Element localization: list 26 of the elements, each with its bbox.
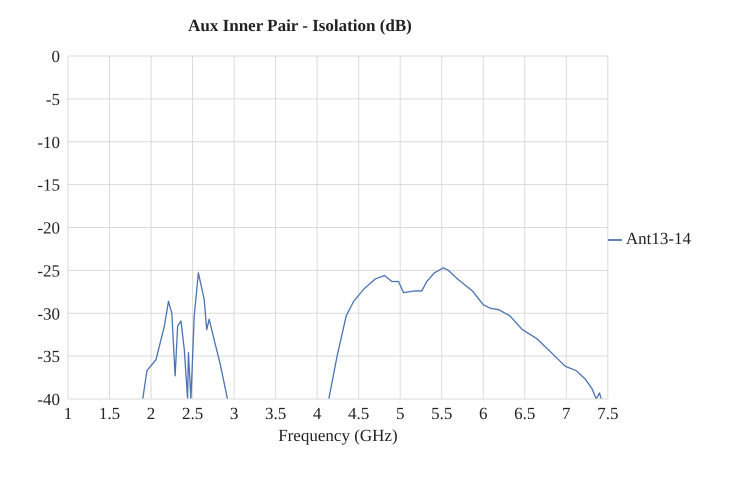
chart-title: Aux Inner Pair - Isolation (dB) (187, 16, 413, 36)
x-tick-label: 7 (562, 404, 572, 424)
y-tick-label: -25 (37, 261, 60, 280)
x-tick-label: 4 (312, 404, 322, 424)
x-tick-label: 7.5 (597, 404, 618, 424)
y-tick-label: -20 (37, 218, 60, 238)
x-tick-label: 4.5 (348, 404, 370, 424)
y-tick-label: 0 (52, 47, 60, 66)
legend-label: Ant13-14 (626, 228, 691, 248)
y-tick-label: -5 (46, 90, 60, 109)
x-tick-label: 3.5 (265, 404, 286, 424)
y-tick-label: -30 (37, 304, 60, 324)
x-tick-label: 1 (64, 404, 72, 424)
y-tick-label: -15 (37, 176, 60, 195)
x-axis-title: Frequency (GHz) (278, 426, 398, 445)
x-tick-label: 5.5 (431, 404, 452, 424)
y-tick-label: -10 (37, 132, 60, 152)
x-tick-label: 2 (146, 404, 156, 424)
y-tick-label: -40 (37, 390, 60, 410)
x-tick-label: 3 (230, 404, 238, 424)
x-tick-label: 5 (396, 404, 404, 424)
y-tick-label: -35 (37, 347, 60, 366)
x-tick-label: 6.5 (514, 404, 536, 424)
x-tick-label: 1.5 (98, 404, 120, 424)
x-tick-label: 6 (479, 404, 488, 424)
x-tick-label: 2.5 (182, 404, 204, 424)
